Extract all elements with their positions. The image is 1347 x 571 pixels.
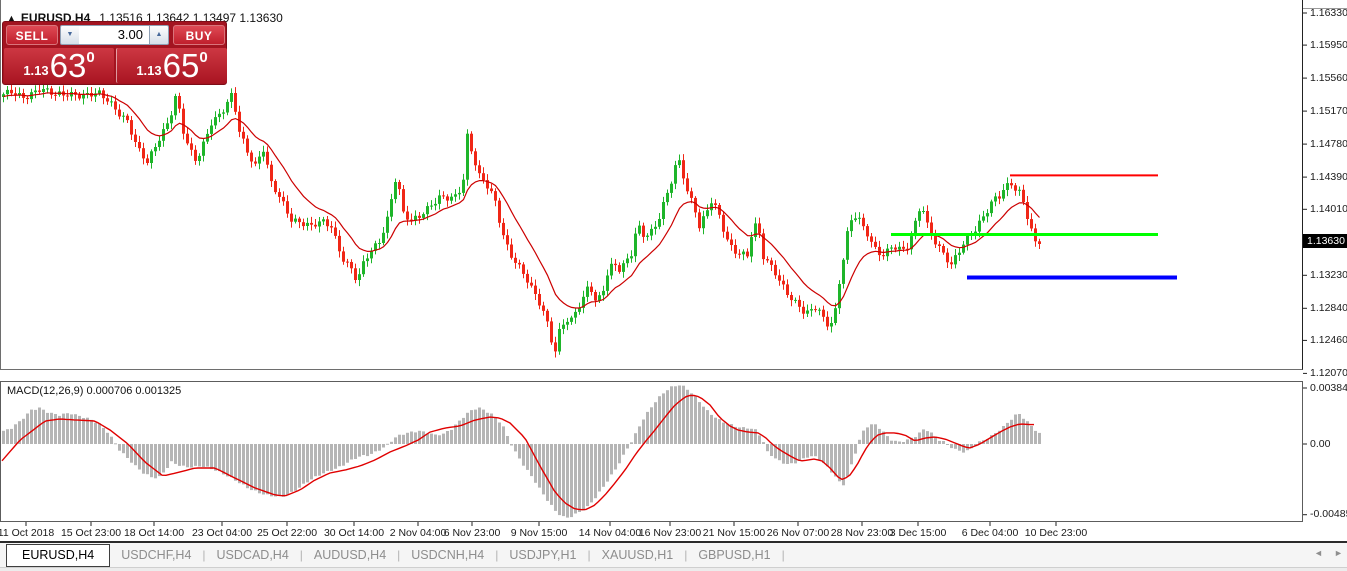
- buy-button[interactable]: BUY: [173, 25, 225, 45]
- tab-separator: |: [781, 548, 785, 562]
- volume-decrease-button[interactable]: ▼: [60, 25, 80, 45]
- uptick-triangle-icon: ▲: [7, 13, 16, 23]
- tab-audusd-h4[interactable]: AUDUSD,H4: [313, 548, 387, 562]
- tab-usdcnh-h4[interactable]: USDCNH,H4: [411, 548, 485, 562]
- time-axis-label: 6 Nov 23:00: [443, 527, 501, 539]
- buy-price-big: 65: [162, 47, 200, 84]
- price-axis-label: 1.16330: [1310, 7, 1347, 19]
- ma-line: [3, 92, 1040, 309]
- tab-gbpusd-h1[interactable]: GBPUSD,H1: [698, 548, 771, 562]
- time-axis-label: 15 Oct 23:00: [60, 527, 122, 539]
- volume-input[interactable]: 3.00: [79, 25, 149, 45]
- tab-separator: |: [202, 548, 206, 562]
- time-axis-label: 2 Nov 04:00: [389, 527, 447, 539]
- sell-price-prefix: 1.13: [23, 63, 49, 78]
- tab-usdjpy-h1[interactable]: USDJPY,H1: [509, 548, 577, 562]
- price-axis-label: 1.12840: [1310, 302, 1347, 314]
- price-axis-label: 1.12460: [1310, 334, 1347, 346]
- tab-scroll-left-button[interactable]: ◄: [1314, 548, 1323, 558]
- time-axis-label: 14 Nov 04:00: [578, 527, 642, 539]
- time-axis-label: 26 Nov 07:00: [766, 527, 830, 539]
- sell-price-big: 63: [49, 47, 87, 84]
- time-axis-label: 3 Dec 15:00: [889, 527, 947, 539]
- bottom-status-strip: [0, 567, 1347, 571]
- macd-axis-label: 0.003847: [1310, 382, 1347, 394]
- macd-axis-label: 0.00: [1310, 438, 1331, 450]
- time-axis-label: 28 Nov 23:00: [830, 527, 894, 539]
- price-axis-label: 1.14390: [1310, 171, 1347, 183]
- macd-indicator-label: MACD(12,26,9) 0.000706 0.001325: [7, 385, 182, 397]
- tab-separator: |: [587, 548, 591, 562]
- one-click-trading-panel: SELL ▼ 3.00 ▲ BUY 1.13 63 0 1.13 65 0: [2, 21, 227, 85]
- price-axis-label: 1.14010: [1310, 203, 1347, 215]
- symbol-tab-bar: ◄ ► EURUSD,H4 USDCHF,H4 | USDCAD,H4 | AUDUSD,…: [0, 541, 1347, 567]
- sell-price-sup: 0: [86, 49, 95, 66]
- tab-usdchf-h4[interactable]: USDCHF,H4: [121, 548, 192, 562]
- tab-usdcad-h4[interactable]: USDCAD,H4: [216, 548, 289, 562]
- tab-scroll-right-button[interactable]: ►: [1334, 548, 1343, 558]
- tab-separator: |: [495, 548, 499, 562]
- price-axis-label: 1.13230: [1310, 269, 1347, 281]
- time-axis-label: 30 Oct 14:00: [323, 527, 385, 539]
- current-price-box: 1.13630: [1303, 234, 1347, 248]
- tab-xauusd-h1[interactable]: XAUUSD,H1: [601, 548, 674, 562]
- sell-price-button[interactable]: 1.13 63 0: [4, 48, 114, 83]
- time-axis-label: 6 Dec 04:00: [961, 527, 1019, 539]
- price-axis-label: 1.15170: [1310, 105, 1347, 117]
- time-axis-label: 11 Oct 2018: [0, 527, 55, 539]
- price-axis-label: 1.15560: [1310, 72, 1347, 84]
- tab-separator: |: [299, 548, 303, 562]
- tab-eurusd-h4[interactable]: EURUSD,H4: [6, 543, 111, 567]
- tab-separator: |: [684, 548, 688, 562]
- buy-price-prefix: 1.13: [136, 63, 162, 78]
- volume-increase-button[interactable]: ▲: [149, 25, 169, 45]
- buy-price-button[interactable]: 1.13 65 0: [116, 48, 227, 83]
- macd-signal-line: [1, 394, 1034, 511]
- up-arrow-icon: ▲: [155, 31, 163, 38]
- down-arrow-icon: ▼: [66, 31, 74, 38]
- macd-pane: [0, 381, 1303, 522]
- price-axis-label: 1.15950: [1310, 39, 1347, 51]
- macd-axis-label: -0.004856: [1310, 508, 1347, 520]
- buy-price-sup: 0: [199, 49, 208, 66]
- time-axis-label: 10 Dec 23:00: [1024, 527, 1088, 539]
- time-axis-label: 25 Oct 22:00: [256, 527, 318, 539]
- time-axis-label: 21 Nov 15:00: [702, 527, 766, 539]
- price-axis-label: 1.12070: [1310, 367, 1347, 379]
- time-axis-label: 9 Nov 15:00: [510, 527, 568, 539]
- tab-separator: |: [397, 548, 401, 562]
- sell-button[interactable]: SELL: [6, 25, 58, 45]
- time-axis-label: 16 Nov 23:00: [638, 527, 702, 539]
- time-axis-label: 23 Oct 04:00: [191, 527, 253, 539]
- time-axis-label: 18 Oct 14:00: [123, 527, 185, 539]
- price-axis-label: 1.14780: [1310, 138, 1347, 150]
